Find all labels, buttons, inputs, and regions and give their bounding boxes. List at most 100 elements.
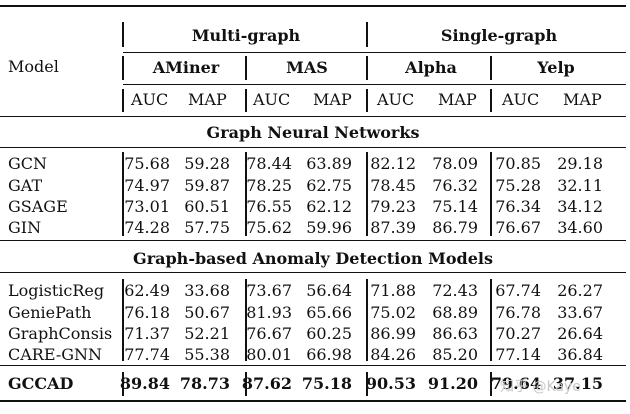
table-cell: 65.66 [306,303,352,322]
metric-auc: AUC [131,90,169,109]
table-cell: 60.51 [184,197,230,216]
table-cell: 81.93 [246,303,292,322]
row-model-name: LogisticReg [8,281,105,300]
column-separator [366,372,368,396]
table-cell: 71.88 [370,281,416,300]
row-model-name: GIN [8,218,42,237]
column-separator [490,279,492,361]
table-cell: 72.43 [432,281,478,300]
table-cell: 89.84 [119,374,170,393]
dataset-mas: MAS [286,58,328,77]
table-cell: 75.68 [124,154,170,173]
table-cell: 86.99 [370,324,416,343]
table-cell: 67.74 [495,281,541,300]
table-cell: 76.18 [124,303,170,322]
table-cell: 86.79 [432,218,478,237]
table-cell: 59.96 [306,218,352,237]
table-cell: 33.67 [557,303,603,322]
table-cell: 78.73 [179,374,230,393]
table-cell: 86.63 [432,324,478,343]
table-cell: 76.67 [495,218,541,237]
table-cell: 59.87 [184,176,230,195]
column-separator [366,279,368,361]
column-separator [245,89,247,112]
column-separator [245,56,247,80]
group-single-graph: Single-graph [440,26,558,45]
table-cell: 78.44 [246,154,292,173]
column-separator [122,56,124,80]
table-cell: 60.25 [306,324,352,343]
table-cell: 56.64 [306,281,352,300]
table-cell: 87.39 [370,218,416,237]
table-cell: 74.97 [124,176,170,195]
table-cell: 75.28 [495,176,541,195]
table-cell: 34.12 [557,197,603,216]
column-separator [490,89,492,112]
group-multi-graph: Multi-graph [191,26,301,45]
row-model-name: GCN [8,154,48,173]
table-cell: 33.68 [184,281,230,300]
table-cell: 26.64 [557,324,603,343]
top-rule [0,5,626,7]
table-cell: 62.49 [124,281,170,300]
column-separator [490,152,492,236]
model-header: Model [8,57,59,76]
table-cell: 75.02 [370,303,416,322]
table-cell: 77.74 [124,345,170,364]
table-cell: 70.27 [495,324,541,343]
dataset-aminer: AMiner [152,58,220,77]
column-separator [366,152,368,236]
table-cell: 73.67 [246,281,292,300]
table-cell: 79.23 [370,197,416,216]
table-cell: 87.62 [241,374,292,393]
column-separator [122,279,124,361]
table-cell: 75.62 [246,218,292,237]
row-model-name: CARE-GNN [8,345,103,364]
table-cell: 59.28 [184,154,230,173]
section1-rule [0,147,626,148]
column-separator [490,372,492,396]
column-separator [122,152,124,236]
row-model-name: GCCAD [8,374,74,393]
row-model-name: GeniePath [8,303,92,322]
section-title-gnn: Graph Neural Networks [206,123,420,142]
column-separator [245,152,247,236]
table-cell: 26.27 [557,281,603,300]
metric-map: MAP [563,90,602,109]
table-cell: 68.89 [432,303,478,322]
metric-auc: AUC [502,90,540,109]
row-model-name: GAT [8,176,43,195]
table-cell: 91.20 [427,374,478,393]
table-cell: 78.09 [432,154,478,173]
table-cell: 50.67 [184,303,230,322]
table-cell: 32.11 [557,176,603,195]
table-cell: 63.89 [306,154,352,173]
group-underline [123,52,626,53]
table-cell: 80.01 [246,345,292,364]
column-separator [122,89,124,112]
table-cell: 76.78 [495,303,541,322]
table-cell: 84.26 [370,345,416,364]
table-cell: 78.45 [370,176,416,195]
table-cell: 75.14 [432,197,478,216]
section2-rule [0,272,626,273]
table-cell: 71.37 [124,324,170,343]
table-cell: 55.38 [184,345,230,364]
table-cell: 37.15 [552,374,603,393]
table-cell: 76.34 [495,197,541,216]
dataset-alpha: Alpha [405,58,457,77]
table-cell: 57.75 [184,218,230,237]
table-cell: 62.75 [306,176,352,195]
table-cell: 85.20 [432,345,478,364]
section-title-anomaly: Graph-based Anomaly Detection Models [133,249,493,268]
table-cell: 77.14 [495,345,541,364]
metric-auc: AUC [253,90,291,109]
metric-auc: AUC [377,90,415,109]
row-model-name: GraphConsis [8,324,113,343]
column-separator [245,372,247,396]
table-cell: 76.55 [246,197,292,216]
dataset-yelp: Yelp [537,58,575,77]
metric-map: MAP [188,90,227,109]
bottom-rule [0,400,626,402]
watermark: 知乎 @Kaye [500,379,581,395]
